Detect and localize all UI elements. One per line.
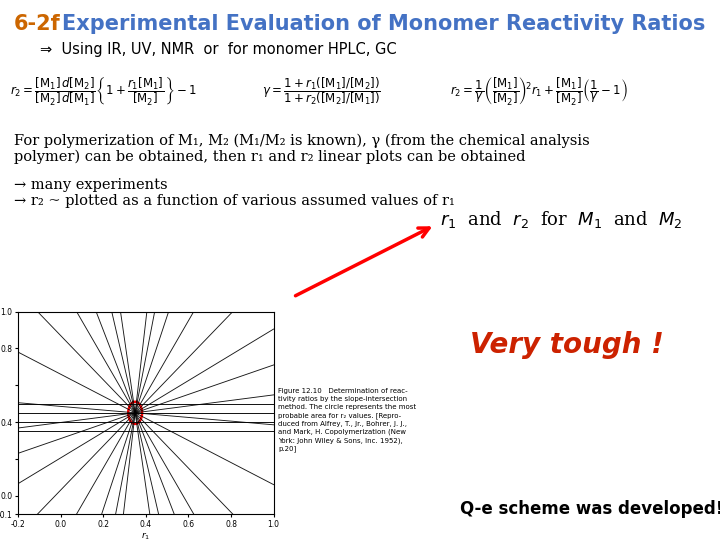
Text: → r₂ ~ plotted as a function of various assumed values of r₁: → r₂ ~ plotted as a function of various … [14,194,455,208]
Text: Experimental Evaluation of Monomer Reactivity Ratios: Experimental Evaluation of Monomer React… [62,14,706,34]
Text: 6-2f: 6-2f [14,14,60,34]
Text: → many experiments: → many experiments [14,178,168,192]
Text: polymer) can be obtained, then r₁ and r₂ linear plots can be obtained: polymer) can be obtained, then r₁ and r₂… [14,150,526,164]
Text: For polymerization of M₁, M₂ (M₁/M₂ is known), γ (from the chemical analysis: For polymerization of M₁, M₂ (M₁/M₂ is k… [14,134,590,148]
Text: Q-e scheme was developed!: Q-e scheme was developed! [460,500,720,518]
Text: $\gamma = \dfrac{1 + r_1([\mathrm{M}_1]/[\mathrm{M}_2])}{1 + r_2([\mathrm{M}_2]/: $\gamma = \dfrac{1 + r_1([\mathrm{M}_1]/… [262,75,381,107]
Text: $r_1$  and  $r_2$  for  $M_1$  and  $M_2$: $r_1$ and $r_2$ for $M_1$ and $M_2$ [440,210,683,231]
Text: Figure 12.10   Determination of reac-
tivity ratios by the slope-intersection
me: Figure 12.10 Determination of reac- tivi… [278,388,416,453]
Text: Very tough !: Very tough ! [470,331,664,359]
Text: ⇒  Using IR, UV, NMR  or  for monomer HPLC, GC: ⇒ Using IR, UV, NMR or for monomer HPLC,… [40,42,397,57]
Text: $r_2 = \dfrac{[\mathrm{M}_1]}{[\mathrm{M}_2]}\dfrac{d[\mathrm{M}_2]}{d[\mathrm{M: $r_2 = \dfrac{[\mathrm{M}_1]}{[\mathrm{M… [10,75,197,107]
Text: $r_2 = \dfrac{1}{\gamma}\left(\dfrac{[\mathrm{M}_1]}{[\mathrm{M}_2]}\right)^{\!2: $r_2 = \dfrac{1}{\gamma}\left(\dfrac{[\m… [450,75,628,107]
X-axis label: $r_1$: $r_1$ [141,530,150,540]
